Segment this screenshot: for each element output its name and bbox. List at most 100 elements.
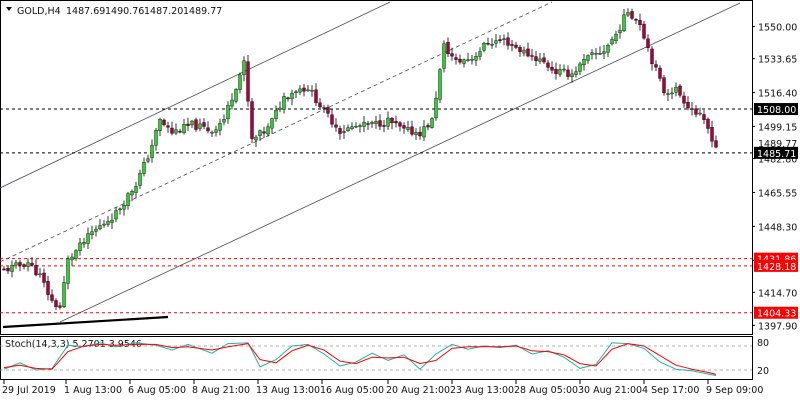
candle-body	[330, 114, 334, 125]
trendline-black	[2, 315, 169, 329]
y-tick-label-1: 1533.65	[758, 55, 797, 66]
candle-body	[222, 119, 226, 123]
price-label-1: 1485.71	[757, 149, 796, 160]
candle-body	[538, 58, 542, 62]
candle-body	[410, 126, 414, 135]
candle-body	[594, 52, 598, 55]
candle-body	[326, 107, 330, 114]
candle-body	[54, 300, 58, 308]
x-tick-label-11: 9 Sep 09:00	[706, 385, 763, 396]
symbol-label: GOLD,H4	[17, 6, 61, 17]
x-tick-label-0: 29 Jul 2019	[2, 385, 56, 396]
candle-body	[514, 44, 518, 48]
candle-body	[78, 242, 82, 251]
candle-body	[378, 120, 382, 127]
current-price-label: 1489.77	[758, 139, 797, 150]
x-tick-label-1: 1 Aug 13:00	[64, 385, 122, 396]
candle-body	[674, 86, 678, 93]
candle-body	[610, 39, 614, 45]
candle-body	[358, 125, 362, 127]
stoch-label: Stoch(14,3,3) 5.2701 3.9546	[5, 339, 142, 350]
channel-upper-line	[0, 1, 391, 189]
candle-body	[30, 262, 34, 266]
candle-body	[18, 262, 22, 266]
x-tick-label-5: 16 Aug 05:00	[320, 385, 384, 396]
candle-body	[234, 89, 238, 102]
x-tick-label-7: 23 Aug 13:00	[450, 385, 514, 396]
candle-body	[230, 99, 234, 107]
candle-body	[678, 85, 682, 96]
candle-body	[694, 108, 698, 115]
candle-body	[22, 264, 26, 267]
candle-body	[702, 114, 706, 120]
candle-body	[58, 305, 62, 308]
candle-body	[206, 127, 210, 132]
candle-body	[98, 225, 102, 230]
y-tick-label-8: 1414.70	[758, 288, 797, 299]
y-tick-label-6: 1448.30	[758, 222, 797, 233]
candle-body	[490, 44, 494, 46]
time-axis: 29 Jul 2019 1 Aug 13:00 6 Aug 05:00 8 Aug 2…	[2, 380, 763, 396]
candle-body	[166, 125, 170, 128]
candle-body	[542, 57, 546, 63]
close-value: 1489.77	[183, 6, 222, 17]
candle-body	[158, 119, 162, 131]
candle-body	[10, 264, 14, 272]
candle-body	[474, 56, 478, 61]
candle-body	[630, 11, 634, 19]
candle-body	[2, 268, 6, 271]
candle-body	[430, 118, 434, 128]
candle-body	[362, 121, 366, 127]
candle-body	[218, 123, 222, 131]
candle-body	[522, 49, 526, 54]
candle-body	[590, 52, 594, 55]
candle-body	[238, 74, 242, 90]
candle-body	[486, 43, 490, 45]
candle-body	[454, 57, 458, 60]
candle-body	[82, 242, 86, 245]
candle-body	[626, 12, 630, 16]
candle-body	[686, 102, 690, 109]
candle-body	[318, 102, 322, 108]
price-axis: 1550.00 1533.65 1516.40 1499.15 1482.80 1465.…	[752, 23, 797, 332]
stochastic-oscillator	[0, 342, 752, 377]
candle-body	[582, 59, 586, 65]
candle-body	[614, 33, 618, 42]
stoch-level-20: 20	[757, 366, 769, 377]
candle-body	[270, 118, 274, 129]
candle-body	[494, 40, 498, 44]
candle-body	[242, 60, 246, 75]
candle-body	[142, 162, 146, 174]
price-label-bg-4	[754, 306, 798, 319]
candle-body	[462, 59, 466, 64]
candle-body	[114, 210, 118, 220]
candle-body	[90, 231, 94, 235]
candle-body	[670, 92, 674, 95]
price-level-lines	[0, 108, 752, 314]
stoch-main-line	[3, 342, 717, 377]
candle-body	[386, 117, 390, 127]
candle-body	[534, 56, 538, 61]
y-tick-label-3: 1499.15	[758, 122, 797, 133]
candle-body	[642, 23, 646, 39]
dropdown-arrow-icon[interactable]	[6, 7, 12, 11]
candle-body	[498, 39, 502, 41]
candle-body	[102, 223, 106, 226]
candle-body	[366, 123, 370, 125]
candle-body	[466, 59, 470, 61]
candle-body	[202, 122, 206, 127]
candle-body	[302, 87, 306, 92]
candle-body	[634, 19, 638, 21]
candle-body	[350, 126, 354, 129]
candle-body	[450, 53, 454, 57]
candle-body	[66, 258, 70, 284]
candle-body	[422, 126, 426, 138]
candle-body	[374, 121, 378, 124]
candle-body	[622, 14, 626, 31]
candle-body	[174, 129, 178, 134]
candle-body	[62, 282, 66, 307]
candle-body	[638, 19, 642, 26]
candle-body	[506, 37, 510, 46]
